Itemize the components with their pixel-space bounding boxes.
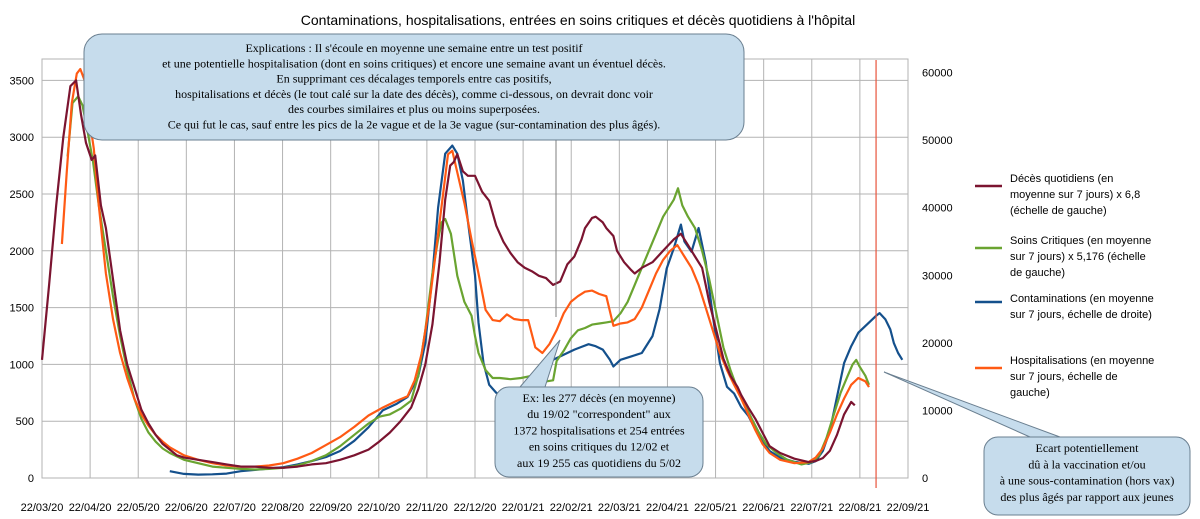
exemple-line: Ex: les 277 décès (en moyenne) <box>523 391 676 405</box>
legend-entry-line: Hospitalisations (en moyenne <box>1010 355 1154 367</box>
ecart-line: dû à la vaccination et/ou <box>1028 457 1145 471</box>
y-right-tick-label: 20000 <box>922 338 953 350</box>
ecart-box <box>983 436 1191 516</box>
explication-line: Ce qui fut le cas, sauf entre les pics d… <box>168 118 661 132</box>
x-tick-label: 22/03/20 <box>21 502 64 514</box>
ecart-line: à une sous-contamination (hors vax) <box>1000 474 1175 488</box>
exemple-line: du 19/02 "correspondent" aux <box>527 407 670 421</box>
x-tick-label: 22/10/20 <box>357 502 400 514</box>
x-tick-label: 22/08/20 <box>261 502 304 514</box>
y-left-tick-label: 3000 <box>10 132 34 144</box>
x-tick-label: 22/12/20 <box>454 502 497 514</box>
explication-line: hospitalisations et décès (le tout calé … <box>175 87 653 101</box>
legend-entry-line: sur 7 jours, échelle de <box>1010 371 1118 383</box>
x-tick-label: 22/05/20 <box>117 502 160 514</box>
explication-box <box>83 33 745 141</box>
legend-entry-line: (échelle de gauche) <box>1010 205 1107 217</box>
x-tick-label: 22/02/21 <box>550 502 593 514</box>
x-tick-label: 22/04/20 <box>69 502 112 514</box>
x-tick-label: 22/04/21 <box>646 502 689 514</box>
x-tick-label: 22/06/20 <box>165 502 208 514</box>
x-tick-label: 22/07/20 <box>213 502 256 514</box>
ecart-line: Ecart potentiellement <box>1036 441 1140 455</box>
exemple-line: en soins critiques du 12/02 et <box>529 440 670 454</box>
x-tick-label: 22/03/21 <box>598 502 641 514</box>
y-left-tick-label: 500 <box>16 416 34 428</box>
y-right-tick-label: 30000 <box>922 270 953 282</box>
series-layer <box>40 67 904 476</box>
ecart-line: des plus âgés par rapport aux jeunes <box>1000 490 1174 504</box>
explication-line: des courbes similaires et plus ou moins … <box>288 102 540 116</box>
y-left-tick-label: 1000 <box>10 359 34 371</box>
exemple-line: aux 19 255 cas quotidiens du 5/02 <box>517 456 681 470</box>
explication-line: En supprimant ces décalages temporels en… <box>276 72 551 86</box>
x-tick-label: 22/07/21 <box>790 502 833 514</box>
x-tick-label: 22/01/21 <box>502 502 545 514</box>
explication-line: et une potentielle hospitalisation (dont… <box>162 56 666 70</box>
legend-entry-line: gauche) <box>1010 387 1050 399</box>
x-tick-label: 22/08/21 <box>838 502 881 514</box>
legend-entry-line: Soins Critiques (en moyenne <box>1010 235 1151 247</box>
explication-line: Explications : Il s'écoule en moyenne un… <box>245 41 582 55</box>
x-tick-label: 22/06/21 <box>742 502 785 514</box>
legend-entry-line: moyenne sur 7 jours) x 6,8 <box>1010 189 1140 201</box>
tick-layer: 0 500 1000 1500 2000 2500 3000 3500 0 10000 20000 3… <box>10 68 953 514</box>
x-tick-label: 22/09/20 <box>309 502 352 514</box>
legend-entry-line: Contaminations (en moyenne <box>1010 293 1154 305</box>
x-tick-label: 22/09/21 <box>887 502 930 514</box>
series-line <box>40 79 856 469</box>
legend-entry-line: sur 7 jours) x 5,176 (échelle <box>1010 251 1146 263</box>
y-right-tick-label: 60000 <box>922 68 953 80</box>
y-left-tick-label: 2000 <box>10 246 34 258</box>
exemple-box <box>494 386 704 478</box>
y-left-tick-label: 0 <box>28 473 34 485</box>
callout-layer: Explications : Il s'écoule en moyenne un… <box>83 33 1191 516</box>
x-tick-label: 22/05/21 <box>694 502 737 514</box>
legend-entry-line: sur 7 jours, échelle de droite) <box>1010 309 1152 321</box>
y-left-tick-label: 3500 <box>10 75 34 87</box>
chart-title: Contaminations, hospitalisations, entrée… <box>301 12 855 28</box>
x-tick-label: 22/11/20 <box>406 502 448 514</box>
legend-entry-line: Décès quotidiens (en <box>1010 173 1113 185</box>
y-right-tick-label: 40000 <box>922 203 953 215</box>
y-left-tick-label: 1500 <box>10 303 34 315</box>
legend-layer: Décès quotidiens (en moyenne sur 7 jours)… <box>975 173 1154 399</box>
y-right-tick-label: 50000 <box>922 135 953 147</box>
y-right-tick-label: 10000 <box>922 405 953 417</box>
y-left-tick-label: 2500 <box>10 189 34 201</box>
legend-entry-line: de gauche) <box>1010 267 1065 279</box>
y-right-tick-label: 0 <box>922 473 928 485</box>
exemple-line: 1372 hospitalisations et 254 entrées <box>513 423 685 437</box>
